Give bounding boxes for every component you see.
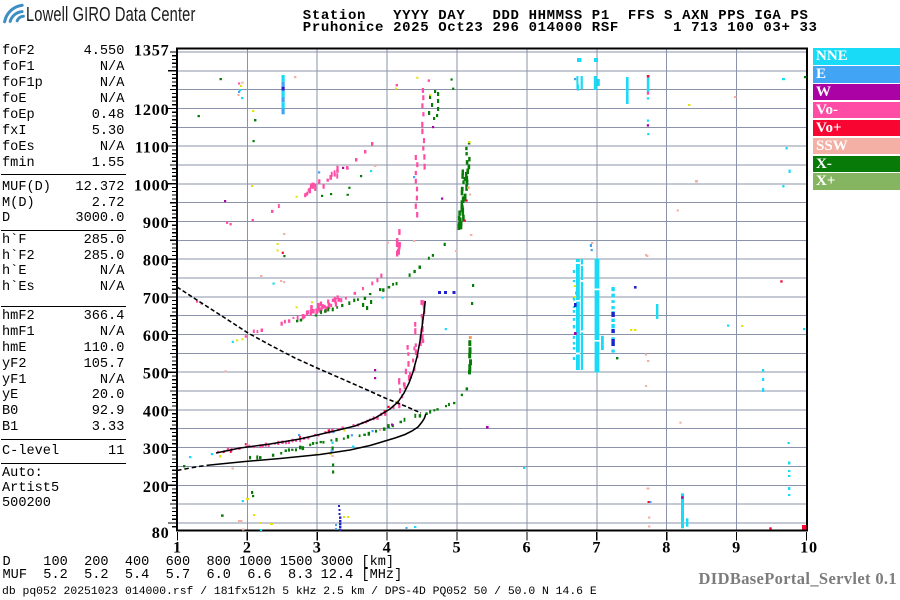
svg-text:5: 5 xyxy=(453,539,462,557)
svg-text:500: 500 xyxy=(143,365,170,383)
svg-text:4: 4 xyxy=(383,539,392,557)
svg-text:7: 7 xyxy=(592,539,601,557)
svg-text:300: 300 xyxy=(143,440,170,458)
svg-text:2: 2 xyxy=(243,539,252,557)
svg-text:200: 200 xyxy=(143,478,170,496)
svg-text:80: 80 xyxy=(152,524,170,542)
svg-text:1: 1 xyxy=(173,539,182,557)
svg-text:1100: 1100 xyxy=(135,139,170,157)
svg-text:1357: 1357 xyxy=(134,41,170,59)
svg-text:1000: 1000 xyxy=(134,176,170,194)
svg-text:8: 8 xyxy=(662,539,671,557)
svg-text:800: 800 xyxy=(143,252,170,270)
svg-text:9: 9 xyxy=(732,539,741,557)
svg-text:900: 900 xyxy=(143,214,170,232)
svg-text:600: 600 xyxy=(143,327,170,345)
svg-text:1200: 1200 xyxy=(134,101,170,119)
svg-text:6: 6 xyxy=(522,539,531,557)
svg-text:700: 700 xyxy=(143,289,170,307)
svg-text:10: 10 xyxy=(800,539,818,557)
svg-text:3: 3 xyxy=(313,539,322,557)
svg-text:400: 400 xyxy=(143,402,170,420)
